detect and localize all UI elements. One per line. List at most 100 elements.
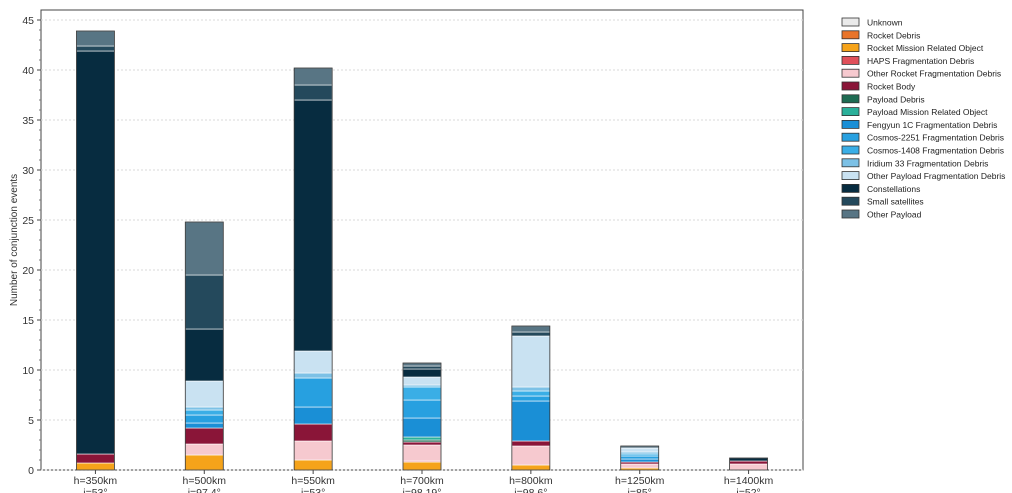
x-tick-label: h=800km [509,475,553,487]
x-tick-label: h=1400km [724,475,774,487]
bar-segment [184,414,224,424]
bar-segment [402,362,442,367]
bar-segment [184,221,224,276]
legend-entry: Small satellites [841,196,924,207]
bar-segment [511,390,551,397]
x-axis: h=350kmi=53°h=500kmi=97.4°h=550kmi=53°h=… [74,470,774,493]
legend-entry: Other Payload [841,209,922,220]
x-tick-label: h=700km [400,475,444,487]
bar-segment [184,328,224,382]
bar-segment [402,368,442,378]
bar-segment [511,400,551,442]
bar-segment [620,458,660,463]
legend-label: Other Rocket Fragmentation Debris [867,69,1001,79]
x-tick-label: i=52° [736,487,760,493]
legend-label: Other Payload [867,210,922,220]
y-tick-label: 40 [22,65,34,77]
bar-segment [620,463,660,469]
bar-segment [729,457,768,462]
bar-segment [402,417,442,438]
bar-segment [402,461,442,471]
y-tick-label: 5 [28,415,34,427]
legend-label: Payload Mission Related Object [867,107,988,117]
legend-swatch [841,120,860,129]
bar-segment [184,443,224,456]
bar-segment [511,440,551,447]
bar-segment [184,454,224,471]
bar-segment [402,376,442,386]
x-tick-label: h=550km [291,475,335,487]
legend-entry: Cosmos-2251 Fragmentation Debris [841,133,1004,143]
y-axis: 0 5 10 15 20 25 30 35 40 45 [22,15,41,477]
legend-swatch [841,209,860,219]
legend-label: Cosmos-2251 Fragmentation Debris [867,133,1004,143]
legend-label: Small satellites [867,197,924,207]
legend-swatch [841,171,860,181]
y-tick-label: 30 [22,165,34,177]
legend-entry: Rocket Debris [841,30,920,40]
x-tick-label: h=500km [183,475,227,487]
bar-segment [76,453,115,464]
y-axis-label: Number of conjunction events [9,174,20,306]
bars [76,30,768,471]
bar-segment [293,459,333,471]
bar-segment [184,380,224,408]
legend-label: Unknown [867,18,903,28]
y-tick-label: 10 [22,365,34,377]
legend-swatch [841,17,860,27]
bar-segment [76,50,115,455]
legend: Unknown Rocket Debris Rocket Mission Relat… [841,17,1005,220]
legend-swatch [841,158,860,168]
bar-segment [293,99,333,352]
legend-swatch [841,94,860,104]
legend-label: Cosmos-1408 Fragmentation Debris [867,146,1004,156]
bar-segment [293,67,333,86]
bar-segment [620,447,660,453]
bar-segment [402,436,442,441]
bar-segment [293,350,333,374]
x-tick-label: i=53° [301,487,325,493]
bar-segment [402,441,442,446]
bar-segment [293,84,333,101]
legend-swatch [841,30,860,40]
bar-segment [76,30,115,47]
legend-swatch [841,43,860,52]
legend-label: Constellations [867,184,920,194]
x-tick-label: h=1250km [615,475,665,487]
legend-entry: Unknown [841,17,903,28]
bar-segment [184,422,224,429]
legend-swatch [841,107,860,116]
x-tick-label: i=98.6° [514,487,547,493]
bar-segment [293,372,333,379]
legend-entry: Cosmos-1408 Fragmentation Debris [841,145,1004,156]
legend-entry: Constellations [841,184,920,194]
legend-swatch [841,68,860,78]
bar-segment [76,462,115,471]
legend-label: Rocket Body [867,82,916,92]
legend-entry: Payload Debris [841,94,925,104]
bar-segment [729,463,768,471]
legend-entry: Rocket Body [841,81,916,92]
bar-segment [511,464,551,471]
legend-entry: HAPS Fragmentation Debris [841,56,974,66]
x-tick-label: i=97.4° [188,487,221,493]
legend-swatch [841,81,860,91]
legend-label: Rocket Debris [867,30,920,40]
bar-segment [729,460,768,465]
y-tick-label: 20 [22,265,34,277]
bar-segment [184,406,224,411]
legend-label: Other Payload Fragmentation Debris [867,171,1005,181]
bar-segment [184,409,224,416]
x-tick-label: i=85° [628,487,652,493]
bar-segment [620,455,660,460]
bar-segment [511,395,551,402]
bar-segment [402,444,442,462]
bar-segment [511,386,551,392]
y-tick-label: 0 [28,465,34,477]
legend-entry: Payload Mission Related Object [841,107,988,117]
legend-entry: Other Payload Fragmentation Debris [841,171,1005,181]
bar-segment [402,365,442,370]
legend-swatch [841,145,860,155]
legend-swatch [841,196,860,206]
